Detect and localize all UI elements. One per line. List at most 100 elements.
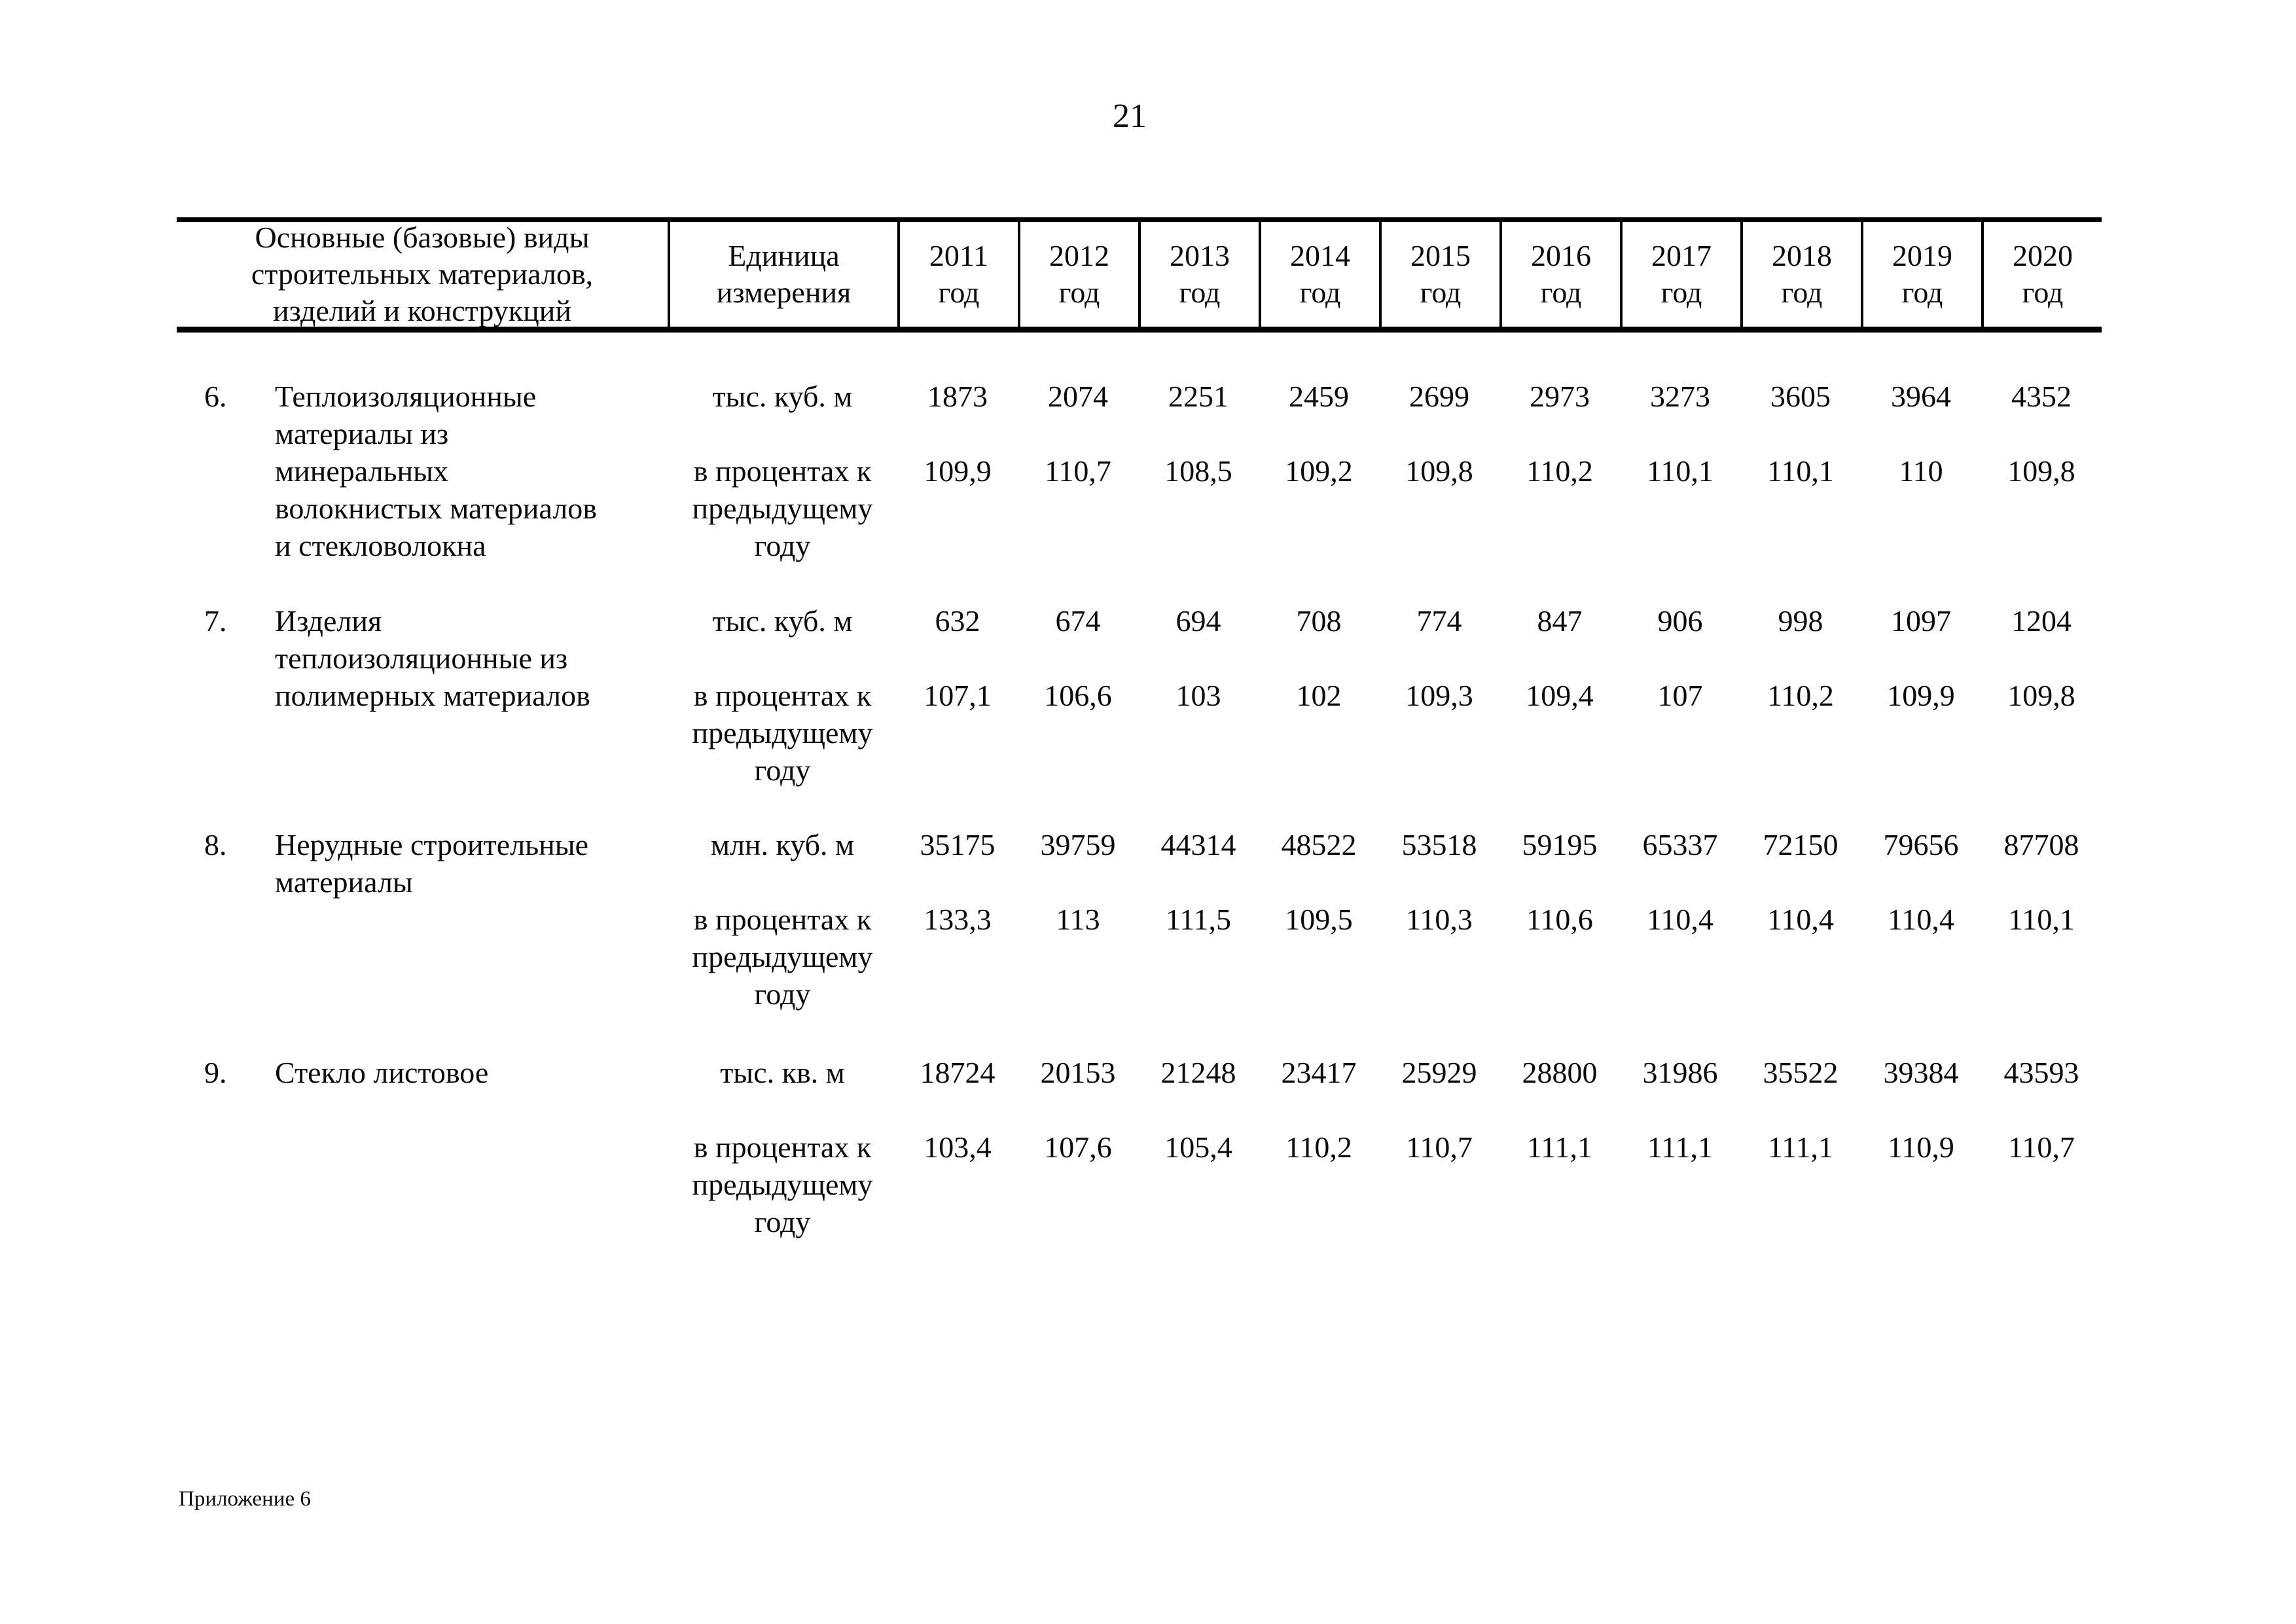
product-name: Изделия теплоизоляционные из полимерных ма… xyxy=(275,602,668,789)
percent-value: 111,1 xyxy=(1767,1130,1834,1164)
unit-primary: тыс. кв. м xyxy=(720,1056,845,1089)
year-data-cell: 87708 110,1 xyxy=(1981,826,2102,1013)
percent-value: 103,4 xyxy=(924,1130,992,1164)
table-row: 7. Изделия теплоизоляционные из полимерных … xyxy=(177,602,2102,789)
header-unit-cell: Единица измерения xyxy=(668,222,897,327)
percent-value: 109,4 xyxy=(1526,679,1594,712)
year-data-cell: 847 109,4 xyxy=(1499,602,1620,789)
year-data-cell: 53518 110,3 xyxy=(1379,826,1499,1013)
percent-value: 110,7 xyxy=(1045,454,1111,488)
percent-value: 107 xyxy=(1657,679,1703,712)
quantity-value: 65337 xyxy=(1642,828,1718,861)
header-year-cell: 2016 год xyxy=(1499,222,1620,327)
percent-value: 110,4 xyxy=(1767,903,1834,936)
percent-value: 111,5 xyxy=(1165,903,1232,936)
percent-value: 103 xyxy=(1175,679,1221,712)
quantity-value: 31986 xyxy=(1642,1056,1718,1089)
header-name-cell: Основные (базовые) виды строительных мате… xyxy=(177,222,668,327)
quantity-value: 48522 xyxy=(1281,828,1357,861)
header-name-line: изделий и конструкций xyxy=(273,294,571,327)
product-name-line: Изделия xyxy=(275,604,382,638)
year-data-cell: 25929 110,7 xyxy=(1379,1054,1499,1240)
quantity-value: 53518 xyxy=(1401,828,1477,861)
percent-value: 133,3 xyxy=(924,903,992,936)
year-data-cell: 28800 111,1 xyxy=(1499,1054,1620,1240)
page-number: 21 xyxy=(1113,98,1147,135)
year-data-cell: 998 110,2 xyxy=(1740,602,1861,789)
unit-secondary-line: году xyxy=(754,753,811,787)
quantity-value: 35175 xyxy=(920,828,996,861)
row-number: 9. xyxy=(204,1056,227,1089)
product-name-line: материалы из xyxy=(275,417,449,450)
header-year-cell: 2015 год xyxy=(1379,222,1499,327)
unit-secondary: в процентах к предыдущему году xyxy=(668,1128,897,1240)
header-year-value: 2011 xyxy=(929,239,989,272)
year-data-cell: 2459 109,2 xyxy=(1259,378,1379,564)
header-year-cell: 2020 год xyxy=(1981,222,2102,327)
year-data-cell: 31986 111,1 xyxy=(1620,1054,1740,1240)
product-name-line: и стекловолокна xyxy=(275,529,486,562)
unit-cell: тыс. куб. м в процентах к предыдущему году xyxy=(668,378,897,564)
product-name-line: материалы xyxy=(275,865,413,899)
appendix-footnote: Приложение 6 xyxy=(179,1487,311,1511)
quantity-value: 20153 xyxy=(1040,1056,1116,1089)
quantity-value: 1873 xyxy=(927,380,988,413)
year-data-cell: 1204 109,8 xyxy=(1981,602,2102,789)
quantity-value: 59195 xyxy=(1522,828,1598,861)
quantity-value: 25929 xyxy=(1401,1056,1477,1089)
year-data-cell: 674 106,6 xyxy=(1018,602,1138,789)
header-year-suffix: год xyxy=(1660,276,1702,309)
year-data-cell: 39759 113 xyxy=(1018,826,1138,1013)
percent-value: 109,8 xyxy=(2007,454,2075,488)
quantity-value: 18724 xyxy=(920,1056,996,1089)
unit-secondary-line: в процентах к xyxy=(693,1130,872,1164)
header-unit-line: измерения xyxy=(716,276,852,309)
header-year-suffix: год xyxy=(1179,276,1221,309)
percent-value: 113 xyxy=(1056,903,1100,936)
quantity-value: 1204 xyxy=(2011,604,2072,638)
percent-value: 107,6 xyxy=(1044,1130,1112,1164)
unit-secondary-line: предыдущему xyxy=(692,1168,873,1201)
header-year-suffix: год xyxy=(1540,276,1582,309)
quantity-value: 79656 xyxy=(1883,828,1959,861)
header-name-line: строительных материалов, xyxy=(251,257,594,291)
unit-secondary-line: в процентах к xyxy=(693,903,872,936)
unit-secondary: в процентах к предыдущему году xyxy=(668,677,897,789)
year-data-cell: 632 107,1 xyxy=(897,602,1018,789)
quantity-value: 2973 xyxy=(1530,380,1590,413)
product-name-line: Стекло листовое xyxy=(275,1056,489,1089)
year-data-cell: 2074 110,7 xyxy=(1018,378,1138,564)
year-data-cell: 694 103 xyxy=(1138,602,1259,789)
percent-value: 109,8 xyxy=(2007,679,2075,712)
product-name: Стекло листовое xyxy=(275,1054,668,1240)
quantity-value: 21248 xyxy=(1160,1056,1236,1089)
header-year-value: 2013 xyxy=(1170,239,1230,272)
quantity-value: 674 xyxy=(1055,604,1101,638)
year-data-cell: 4352 109,8 xyxy=(1981,378,2102,564)
quantity-value: 72150 xyxy=(1763,828,1839,861)
percent-value: 106,6 xyxy=(1044,679,1112,712)
row-number: 7. xyxy=(204,604,227,638)
unit-secondary: в процентах к предыдущему году xyxy=(668,452,897,564)
header-year-suffix: год xyxy=(1299,276,1341,309)
header-year-cell: 2017 год xyxy=(1620,222,1740,327)
product-name: Нерудные строительные материалы xyxy=(275,826,668,1013)
header-year-cell: 2014 год xyxy=(1259,222,1379,327)
year-data-cell: 65337 110,4 xyxy=(1620,826,1740,1013)
percent-value: 110,6 xyxy=(1526,903,1593,936)
header-year-value: 2020 xyxy=(2013,239,2073,272)
product-name: Теплоизоляционные материалы из минеральных… xyxy=(275,378,668,564)
percent-value: 111,1 xyxy=(1526,1130,1593,1164)
percent-value: 110,2 xyxy=(1767,679,1834,712)
quantity-value: 1097 xyxy=(1891,604,1951,638)
quantity-value: 998 xyxy=(1778,604,1823,638)
quantity-value: 2251 xyxy=(1168,380,1229,413)
year-data-cell: 2699 109,8 xyxy=(1379,378,1499,564)
year-data-cell: 39384 110,9 xyxy=(1861,1054,1981,1240)
percent-value: 110,4 xyxy=(1888,903,1954,936)
year-data-cell: 18724 103,4 xyxy=(897,1054,1018,1240)
product-name-line: Нерудные строительные xyxy=(275,828,589,861)
header-year-suffix: год xyxy=(1901,276,1943,309)
unit-secondary-line: году xyxy=(754,1205,811,1238)
quantity-value: 39759 xyxy=(1040,828,1116,861)
